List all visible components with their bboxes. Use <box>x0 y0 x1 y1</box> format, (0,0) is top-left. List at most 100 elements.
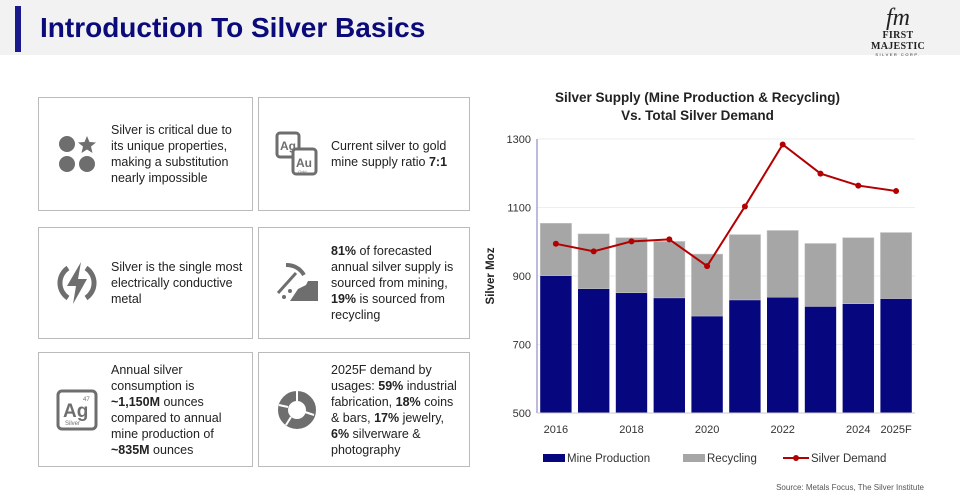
svg-text:Ag: Ag <box>63 401 88 422</box>
demand-line <box>555 143 897 268</box>
card-text-segment: industrial fabrication, <box>331 378 457 409</box>
bar-mine-production <box>540 275 572 413</box>
card-text-segment: is sourced from recycling <box>331 292 445 322</box>
bar-mine-production <box>653 297 685 413</box>
x-tick-label: 2020 <box>695 424 719 436</box>
info-card: 2025F demand by usages: 59% industrial f… <box>258 352 470 467</box>
y-tick-label: 500 <box>513 408 531 420</box>
svg-text:Au: Au <box>296 156 312 170</box>
card-text-segment: 7:1 <box>428 155 448 169</box>
card-text: Silver is the single most electrically c… <box>111 259 252 307</box>
svg-text:Ag: Ag <box>280 139 296 153</box>
shapes-icon <box>47 134 107 174</box>
card-text-segment: 19% <box>331 292 357 306</box>
title-accent-bar <box>15 6 21 52</box>
bar-mine-production <box>615 292 648 413</box>
demand-point <box>628 238 635 245</box>
legend-swatch-recycling <box>683 454 705 462</box>
info-card: Ag Au Gold Current silver to gold mine supp… <box>258 97 470 211</box>
bar-mine-production <box>691 316 723 413</box>
card-text-segment: jewelry, <box>399 410 445 425</box>
chart-title-line1: Silver Supply (Mine Production & Recycli… <box>554 90 841 105</box>
svg-text:47: 47 <box>83 397 90 403</box>
card-text: Silver is critical due to its unique pro… <box>111 122 252 186</box>
info-card: Silver is critical due to its unique pro… <box>38 97 253 211</box>
legend-mine-production: Mine Production <box>567 453 650 465</box>
demand-point <box>855 182 862 189</box>
svg-text:Gold: Gold <box>298 169 306 174</box>
card-text-segment: Current silver to gold mine supply ratio <box>331 139 447 169</box>
demand-point <box>552 240 559 247</box>
silver-supply-demand-chart: 500 700 900 1100 1300 2016 2018 2020 2022 2024 202… <box>485 134 915 465</box>
demand-point <box>741 203 748 210</box>
svg-text:Silver: Silver <box>65 421 80 427</box>
demand-point <box>704 263 711 270</box>
card-text: Current silver to gold mine supply ratio… <box>331 138 469 170</box>
y-tick-label: 900 <box>513 271 531 283</box>
demand-point <box>893 188 900 195</box>
info-card: 81% of forecasted annual silver supply i… <box>258 227 470 339</box>
donut-chart-icon <box>267 389 327 431</box>
x-tick-label: 2022 <box>770 424 794 436</box>
demand-point <box>590 248 597 255</box>
card-text-segment: silverware & photography <box>331 426 421 457</box>
card-text-segment: ~835M <box>111 442 150 457</box>
y-tick-label: 1300 <box>507 134 531 146</box>
legend-silver-demand: Silver Demand <box>811 453 886 465</box>
info-card: Ag 47 Silver Annual silver consumption is ~… <box>38 352 253 467</box>
card-text-segment: ~1,150M <box>111 394 160 409</box>
card-text: 2025F demand by usages: 59% industrial f… <box>331 362 469 458</box>
card-text: Annual silver consumption is ~1,150M oun… <box>111 362 252 458</box>
header: Introduction To Silver Basics fm FIRST MA… <box>0 0 960 57</box>
card-text-segment: 18% <box>395 394 421 409</box>
source-note: Source: Metals Focus, The Silver Institu… <box>776 483 924 492</box>
card-text-segment: coins & bars, <box>331 394 454 425</box>
bar-recycling <box>804 243 837 307</box>
company-logo: fm FIRST MAJESTIC SILVER CORP. <box>870 5 926 57</box>
y-tick-label: 1100 <box>507 203 531 215</box>
x-tick-label: 2024 <box>846 424 870 436</box>
legend-swatch-demand-dot <box>793 455 799 461</box>
bar-recycling <box>615 237 648 294</box>
demand-point <box>817 170 824 177</box>
card-text-segment: 81% <box>331 244 357 258</box>
card-text-segment: 6% <box>331 426 350 441</box>
bar-mine-production <box>880 298 912 413</box>
bar-mine-production <box>804 306 837 413</box>
card-text-segment: Silver is critical due to its unique pro… <box>111 123 232 185</box>
bar-mine-production <box>842 303 874 413</box>
info-card: Silver is the single most electrically c… <box>38 227 253 339</box>
y-axis-label: Silver Moz <box>485 247 497 304</box>
legend-recycling: Recycling <box>707 453 757 465</box>
bar-mine-production <box>729 299 761 413</box>
card-text-segment: 17% <box>374 410 400 425</box>
bar-mine-production <box>767 297 799 413</box>
ag-au-elements-icon: Ag Au Gold <box>267 131 327 177</box>
lightning-icon <box>47 260 107 306</box>
card-text-segment: 59% <box>378 378 404 393</box>
card-text-segment: Annual silver consumption is <box>111 362 195 393</box>
card-text-segment: ounces compared to annual mine productio… <box>111 394 222 441</box>
chart-title: Silver Supply (Mine Production & Recycli… <box>520 89 875 125</box>
bar-recycling <box>577 233 610 289</box>
bar-recycling <box>539 223 572 276</box>
card-text-segment: 2025F demand by usages: <box>331 362 432 393</box>
card-text-segment: ounces <box>149 442 194 457</box>
bar-recycling <box>766 230 799 298</box>
x-tick-label: 2025F <box>880 424 911 436</box>
x-tick-label: 2018 <box>619 424 643 436</box>
card-text-segment: of forecasted annual silver supply is so… <box>331 244 454 290</box>
y-tick-label: 700 <box>513 340 531 352</box>
page-title: Introduction To Silver Basics <box>40 12 426 43</box>
demand-point <box>779 141 786 148</box>
card-text: 81% of forecasted annual silver supply i… <box>331 243 469 323</box>
pickaxe-mining-icon <box>267 263 327 303</box>
bar-recycling <box>842 237 875 304</box>
chart-subtitle: Vs. Total Silver Demand <box>621 108 774 123</box>
ag-element-icon: Ag 47 Silver <box>47 389 107 431</box>
legend-swatch-mine <box>543 454 565 462</box>
x-tick-label: 2016 <box>544 424 568 436</box>
demand-point <box>666 236 673 243</box>
bar-recycling <box>653 241 686 299</box>
bar-recycling <box>728 234 761 301</box>
